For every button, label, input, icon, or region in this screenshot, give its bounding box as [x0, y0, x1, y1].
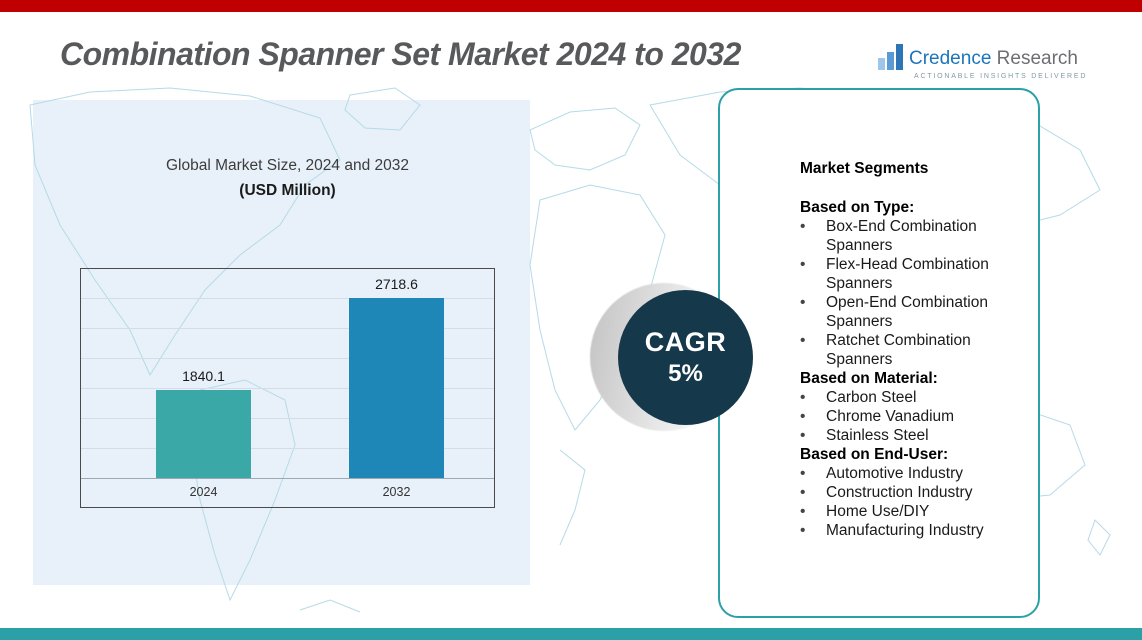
segment-item: • Home Use/DIY: [800, 503, 930, 520]
segment-item: • Carbon Steel: [800, 389, 917, 406]
bullet-icon: •: [800, 522, 806, 539]
bullet-icon: •: [800, 465, 806, 482]
segment-item: • Flex-Head Combination Spanners: [800, 256, 989, 292]
top-accent-bar: [0, 0, 1142, 12]
bullet-icon: •: [800, 218, 806, 235]
chart-title: Global Market Size, 2024 and 2032: [166, 157, 409, 174]
plot-area: 1840.1 2718.6: [81, 269, 494, 479]
segment-item: • Manufacturing Industry: [800, 522, 984, 539]
bar-2032: [349, 298, 444, 478]
segment-item: • Ratchet Combination Spanners: [800, 332, 971, 368]
segment-group-end-user: Based on End-User: • Automotive Industry…: [800, 445, 1014, 540]
credence-research-logo: Credence Research Actionable Insights De…: [878, 44, 1088, 80]
chart-subtitle: (USD Million): [239, 182, 336, 199]
segment-group-material: Based on Material: • Carbon Steel • Chro…: [800, 369, 1014, 445]
cagr-value: 5%: [668, 360, 703, 387]
group-title: Based on Type:: [800, 199, 915, 216]
bullet-icon: •: [800, 408, 806, 425]
bullet-icon: •: [800, 294, 806, 311]
bar-group-2032: 2718.6: [349, 276, 444, 478]
bar-value-label: 1840.1: [182, 368, 225, 384]
cagr-badge: CAGR 5%: [618, 290, 753, 425]
bullet-icon: •: [800, 256, 806, 273]
bullet-icon: •: [800, 427, 806, 444]
bar-chart-logo-icon: [878, 44, 903, 70]
x-axis: 2024 2032: [81, 480, 494, 508]
logo-name-primary: Credence: [909, 48, 992, 69]
cagr-label: CAGR: [644, 327, 727, 357]
segment-item: • Stainless Steel: [800, 427, 929, 444]
bullet-icon: •: [800, 389, 806, 406]
x-axis-label-2024: 2024: [189, 485, 218, 499]
bullet-icon: •: [800, 503, 806, 520]
logo-name: Credence Research: [909, 48, 1078, 70]
bullet-icon: •: [800, 332, 806, 349]
page-title: Combination Spanner Set Market 2024 to 2…: [60, 36, 741, 72]
segment-item: • Chrome Vanadium: [800, 408, 955, 425]
bar-chart: 1840.1 2718.6 2024 2032: [80, 268, 495, 508]
bullet-icon: •: [800, 484, 806, 501]
x-axis-label-2032: 2032: [382, 485, 411, 499]
segment-item: • Automotive Industry: [800, 465, 963, 482]
bar-group-2024: 1840.1: [156, 368, 251, 478]
segment-group-type: Based on Type: • Box-End Combination Spa…: [800, 198, 1014, 369]
bottom-accent-bar: [0, 628, 1142, 640]
segment-item: • Box-End Combination Spanners: [800, 218, 977, 254]
panel-heading: Market Segments: [800, 160, 929, 177]
chart-title-block: Global Market Size, 2024 and 2032 (USD M…: [80, 157, 495, 200]
segment-item: • Construction Industry: [800, 484, 973, 501]
bar-value-label: 2718.6: [375, 276, 418, 292]
market-segments-panel: Market Segments Based on Type: • Box-End…: [718, 88, 1040, 618]
logo-name-secondary: Research: [996, 48, 1078, 69]
group-title: Based on Material:: [800, 370, 938, 387]
bar-2024: [156, 390, 251, 478]
logo-tagline: Actionable Insights Delivered: [914, 73, 1088, 80]
segment-item: • Open-End Combination Spanners: [800, 294, 988, 330]
group-title: Based on End-User:: [800, 446, 949, 463]
